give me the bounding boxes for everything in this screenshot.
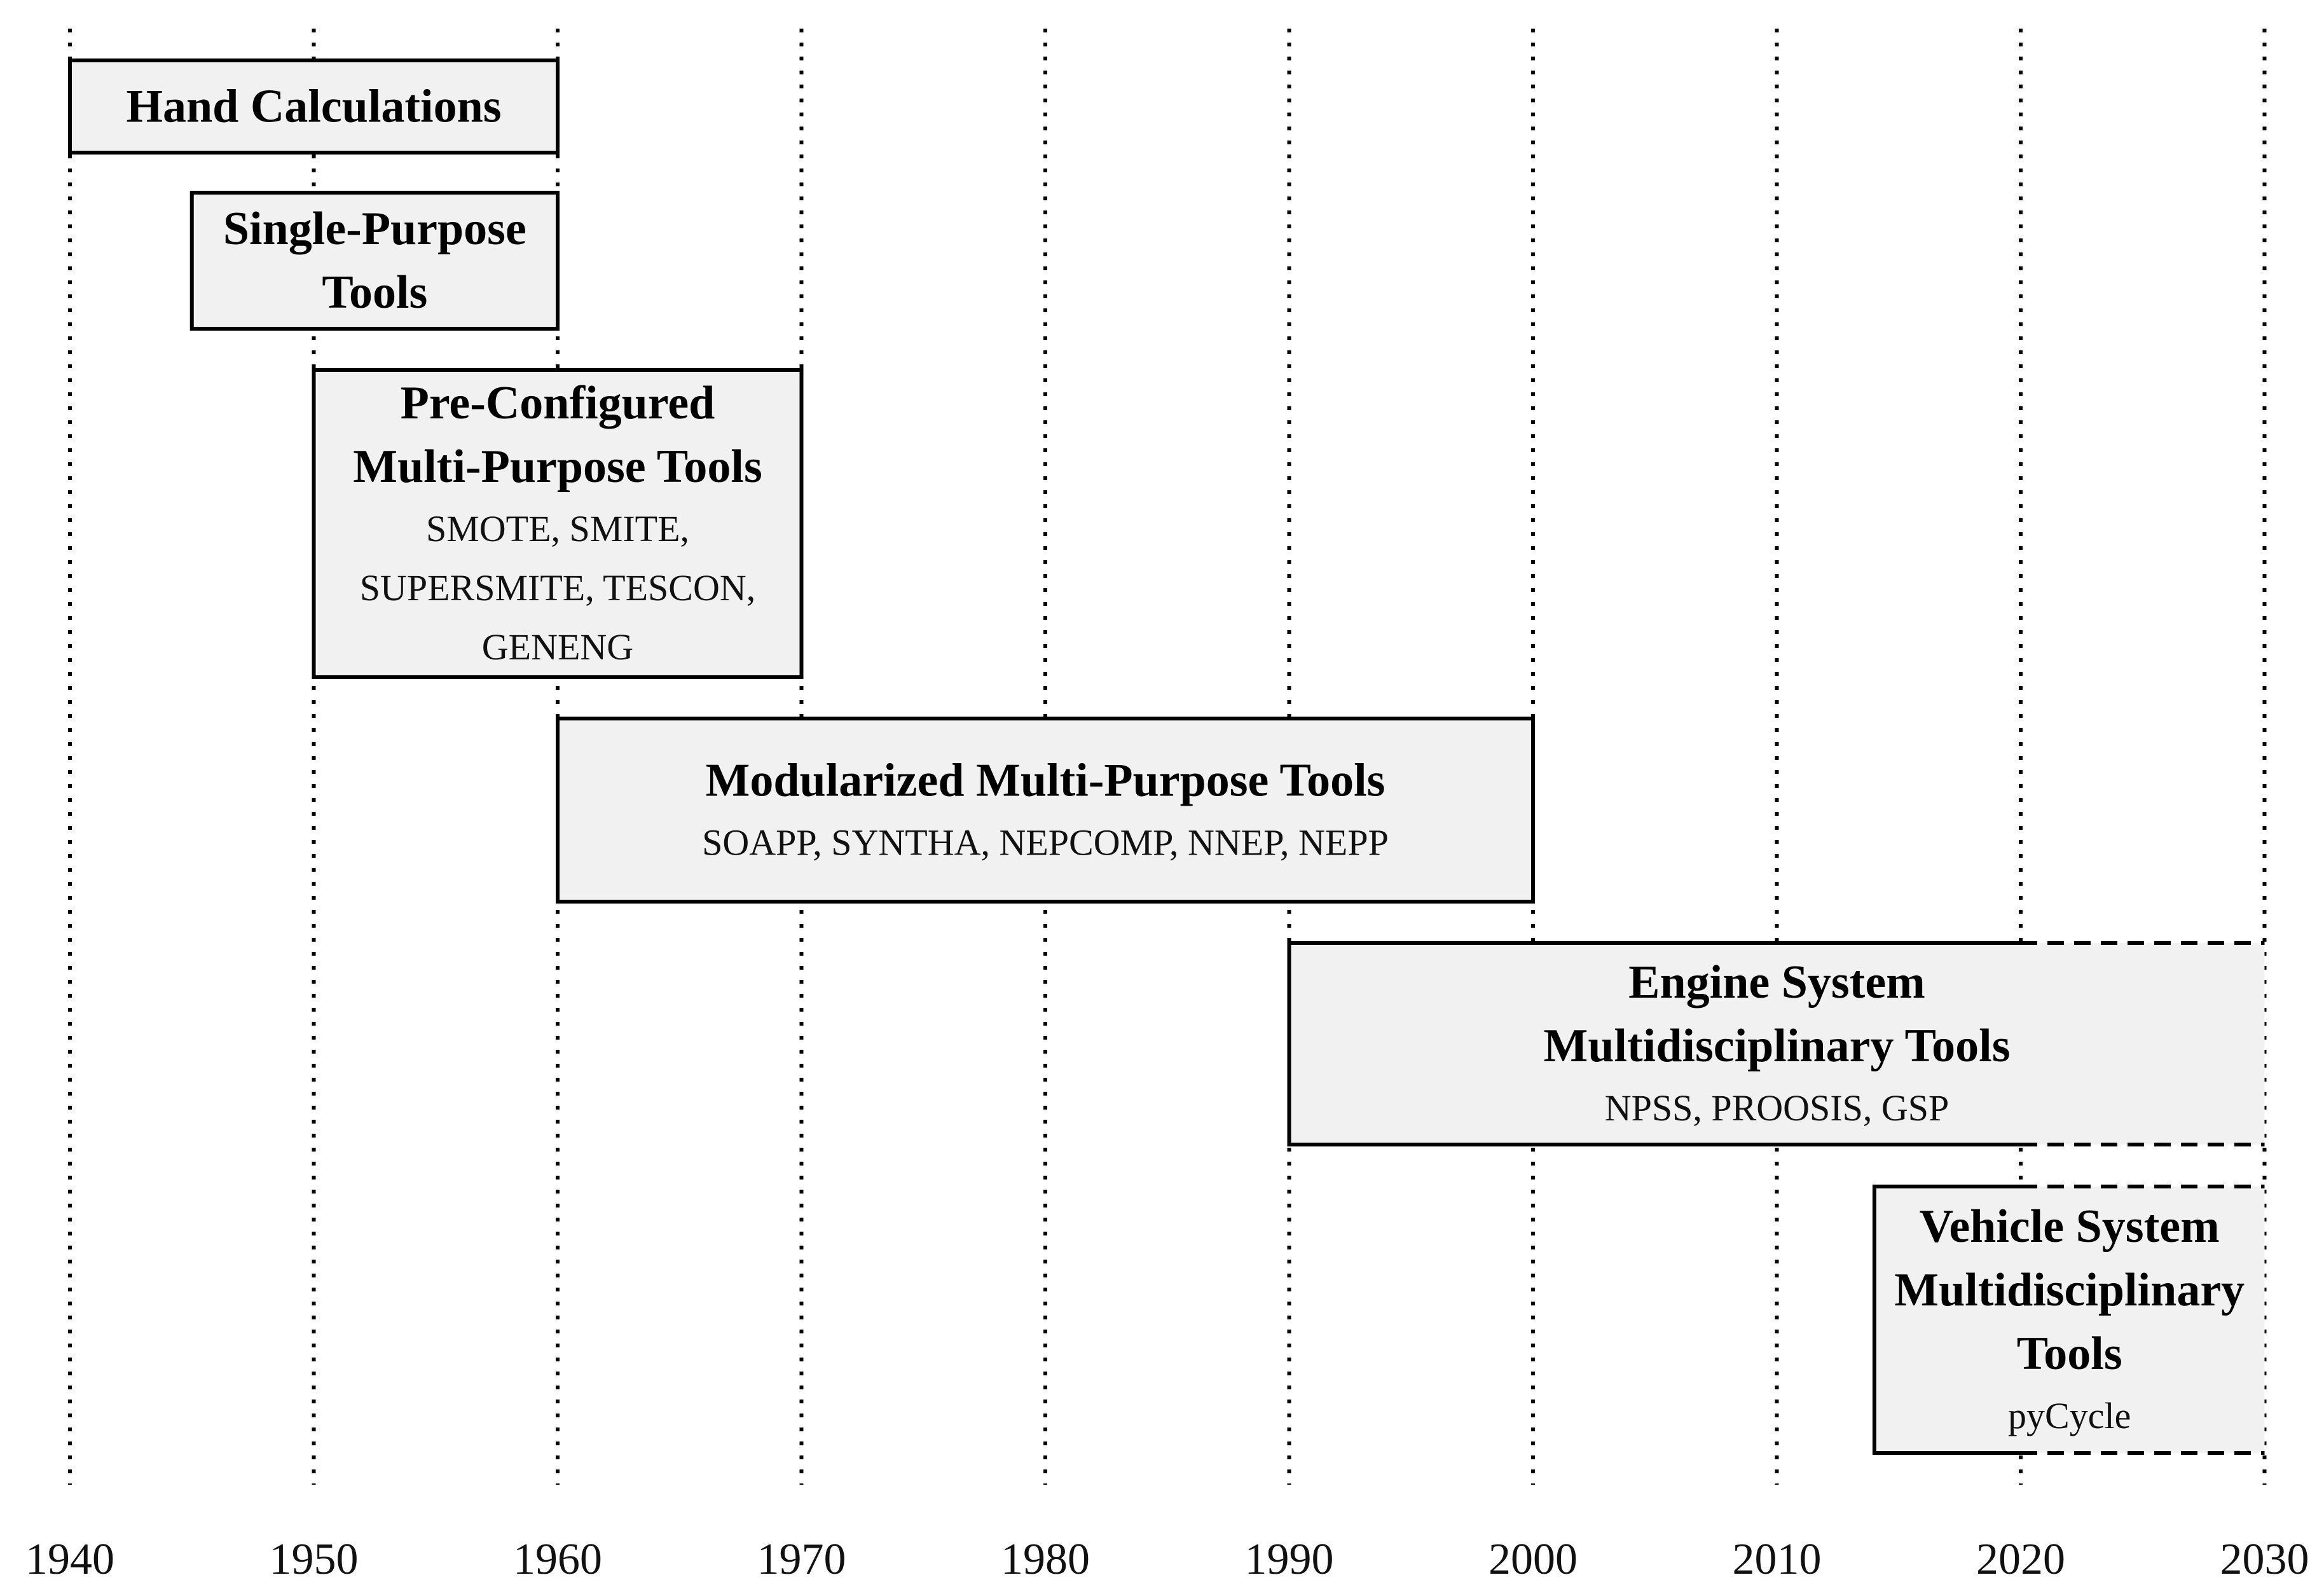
era-vehicle-system-multidisciplinary-tools: Vehicle System Multidisciplinary Tools pyCy… — [1872, 1185, 2265, 1455]
era-box-border — [312, 368, 804, 679]
year-label-2020: 2020 — [1976, 1535, 2065, 1584]
era-tools-line: GENENG — [482, 626, 633, 668]
era-modularized-multi-purpose-tools: Modularized Multi-Purpose Tools SOAPP, SY… — [556, 717, 1535, 904]
era-title-line: Engine System — [1628, 956, 1925, 1008]
era-box-border — [189, 191, 560, 331]
era-title-line: Single-Purpose — [223, 203, 526, 255]
era-title-line: Tools — [322, 266, 427, 319]
era-tools-line: NPSS, PROOSIS, GSP — [1605, 1087, 1949, 1129]
era-title-line: Vehicle System — [1920, 1200, 2220, 1253]
year-label-1960: 1960 — [513, 1535, 602, 1584]
era-box-fill — [1289, 943, 2265, 1145]
era-box-border-solid — [1287, 941, 2021, 1146]
era-title-line: Multidisciplinary — [1894, 1264, 2245, 1316]
year-label-1990: 1990 — [1245, 1535, 1334, 1584]
era-title-line: Tools — [2017, 1328, 2122, 1380]
year-label-1950: 1950 — [270, 1535, 359, 1584]
year-axis-labels: 1940 1950 1960 1970 1980 1990 2000 2010 2020 2030 — [25, 1535, 2309, 1584]
year-label-2030: 2030 — [2220, 1535, 2309, 1584]
era-boxes: Hand Calculations Single-Purpose Tools Pre-… — [68, 58, 2265, 1455]
era-box-border — [556, 717, 1535, 904]
era-box-fill — [1874, 1187, 2265, 1453]
era-box-border-solid — [1872, 1185, 2021, 1455]
era-title-line: Multidisciplinary Tools — [1543, 1020, 2010, 1072]
era-title-line: Hand Calculations — [126, 81, 501, 133]
era-box-fill — [70, 60, 558, 153]
era-tools-line: SUPERSMITE, TESCON, — [360, 567, 756, 609]
era-tools-line: SMOTE, SMITE, — [426, 508, 689, 549]
era-title-line: Pre-Configured — [401, 377, 715, 429]
era-box-border — [68, 58, 560, 155]
year-label-1970: 1970 — [757, 1535, 846, 1584]
era-box-fill — [558, 719, 1533, 902]
era-box-fill — [313, 370, 802, 677]
era-box-border-dashed — [2021, 941, 2265, 1146]
era-title-line: Multi-Purpose Tools — [353, 441, 762, 493]
year-label-1980: 1980 — [1001, 1535, 1090, 1584]
era-tools-line: SOAPP, SYNTHA, NEPCOMP, NNEP, NEPP — [702, 822, 1389, 863]
era-hand-calculations: Hand Calculations — [68, 58, 560, 155]
year-label-2010: 2010 — [1733, 1535, 1822, 1584]
era-box-border-dashed — [2021, 1185, 2265, 1455]
era-engine-system-multidisciplinary-tools: Engine System Multidisciplinary Tools NPSS… — [1287, 941, 2265, 1146]
year-label-2000: 2000 — [1489, 1535, 1578, 1584]
era-box-fill — [191, 193, 558, 329]
era-title-line: Modularized Multi-Purpose Tools — [706, 755, 1385, 807]
era-single-purpose-tools: Single-Purpose Tools — [189, 191, 560, 331]
era-tools-line: pyCycle — [2008, 1395, 2131, 1436]
year-label-1940: 1940 — [25, 1535, 114, 1584]
era-pre-configured-multi-purpose-tools: Pre-Configured Multi-Purpose Tools SMOTE, … — [312, 368, 804, 679]
